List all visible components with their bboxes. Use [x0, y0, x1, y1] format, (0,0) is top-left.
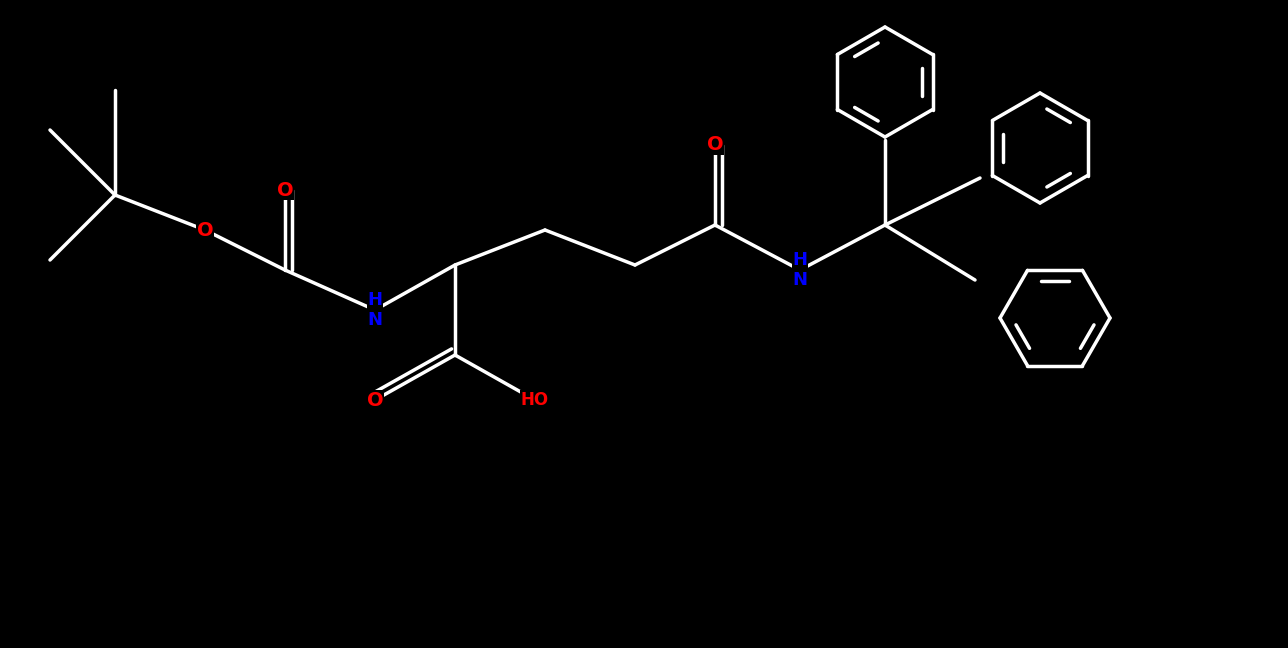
Text: H
N: H N: [367, 290, 383, 329]
Text: O: O: [707, 135, 724, 154]
Text: H
N: H N: [792, 251, 808, 290]
Text: O: O: [367, 391, 384, 410]
Text: O: O: [277, 181, 294, 200]
Text: O: O: [197, 220, 214, 240]
Text: HO: HO: [520, 391, 549, 409]
